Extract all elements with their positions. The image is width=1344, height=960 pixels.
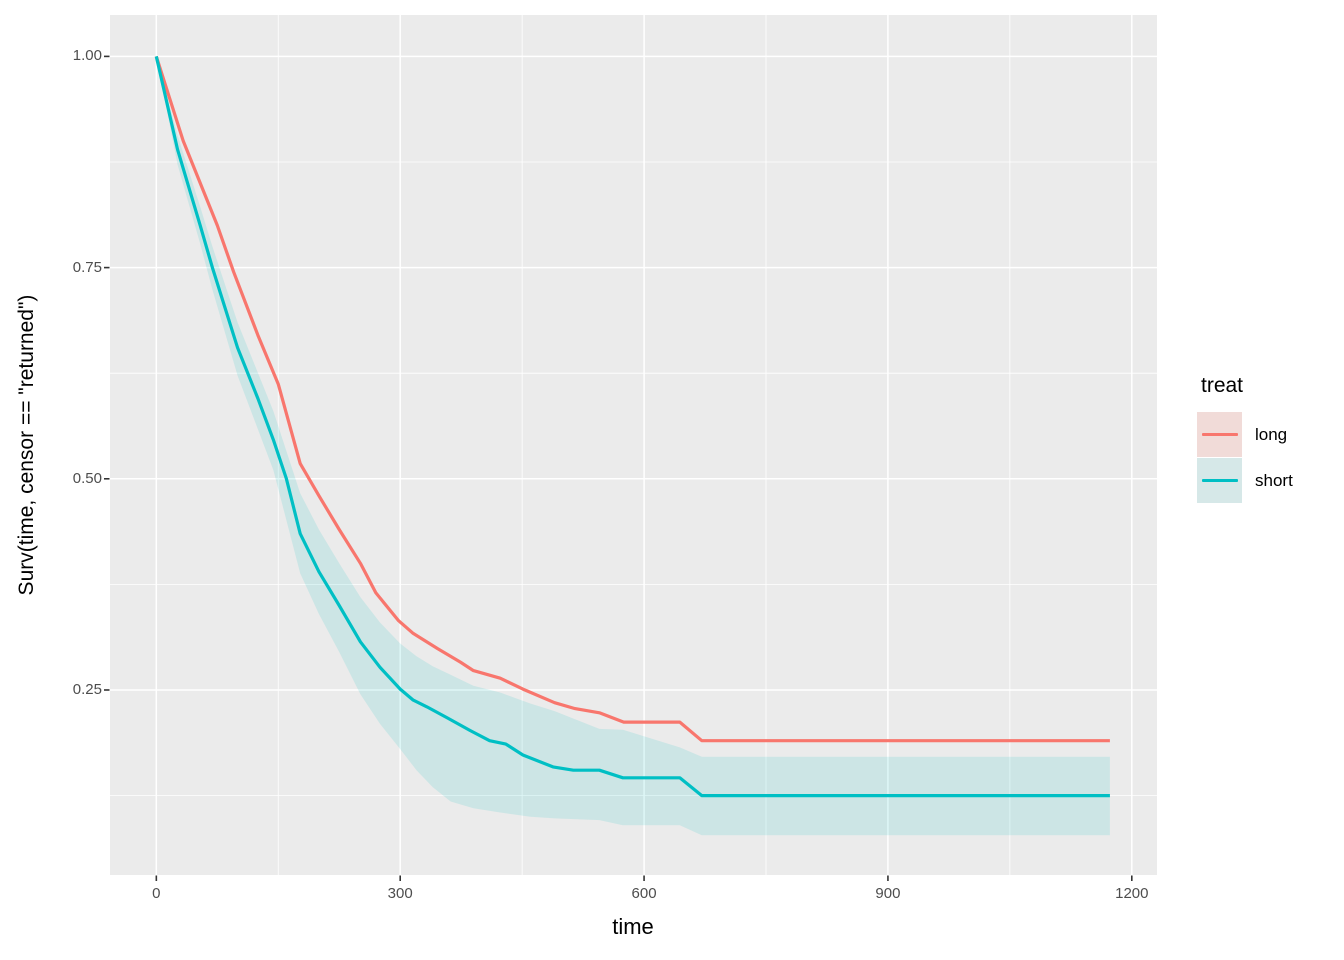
legend-label-short: short (1255, 470, 1293, 490)
legend-key-short-swatch (1197, 458, 1242, 503)
plot-panel (110, 15, 1157, 875)
legend-key-short-line-icon (1201, 479, 1238, 482)
legend-label-long: long (1255, 424, 1288, 444)
legend: treat long short (1197, 374, 1343, 504)
survival-line-short (154, 56, 1110, 798)
legend-key-long-line-icon (1201, 433, 1238, 436)
legend-key-long-swatch (1197, 412, 1242, 457)
confidence-ribbon-short (156, 56, 1110, 836)
legend-item-long: long (1197, 412, 1343, 457)
legend-title: treat (1201, 374, 1244, 397)
y-axis-title: Surv(time, censor == "returned") (15, 294, 38, 596)
survival-line-long (154, 55, 1110, 743)
legend-item-short: short (1197, 458, 1343, 503)
x-axis-title: time (612, 914, 654, 939)
